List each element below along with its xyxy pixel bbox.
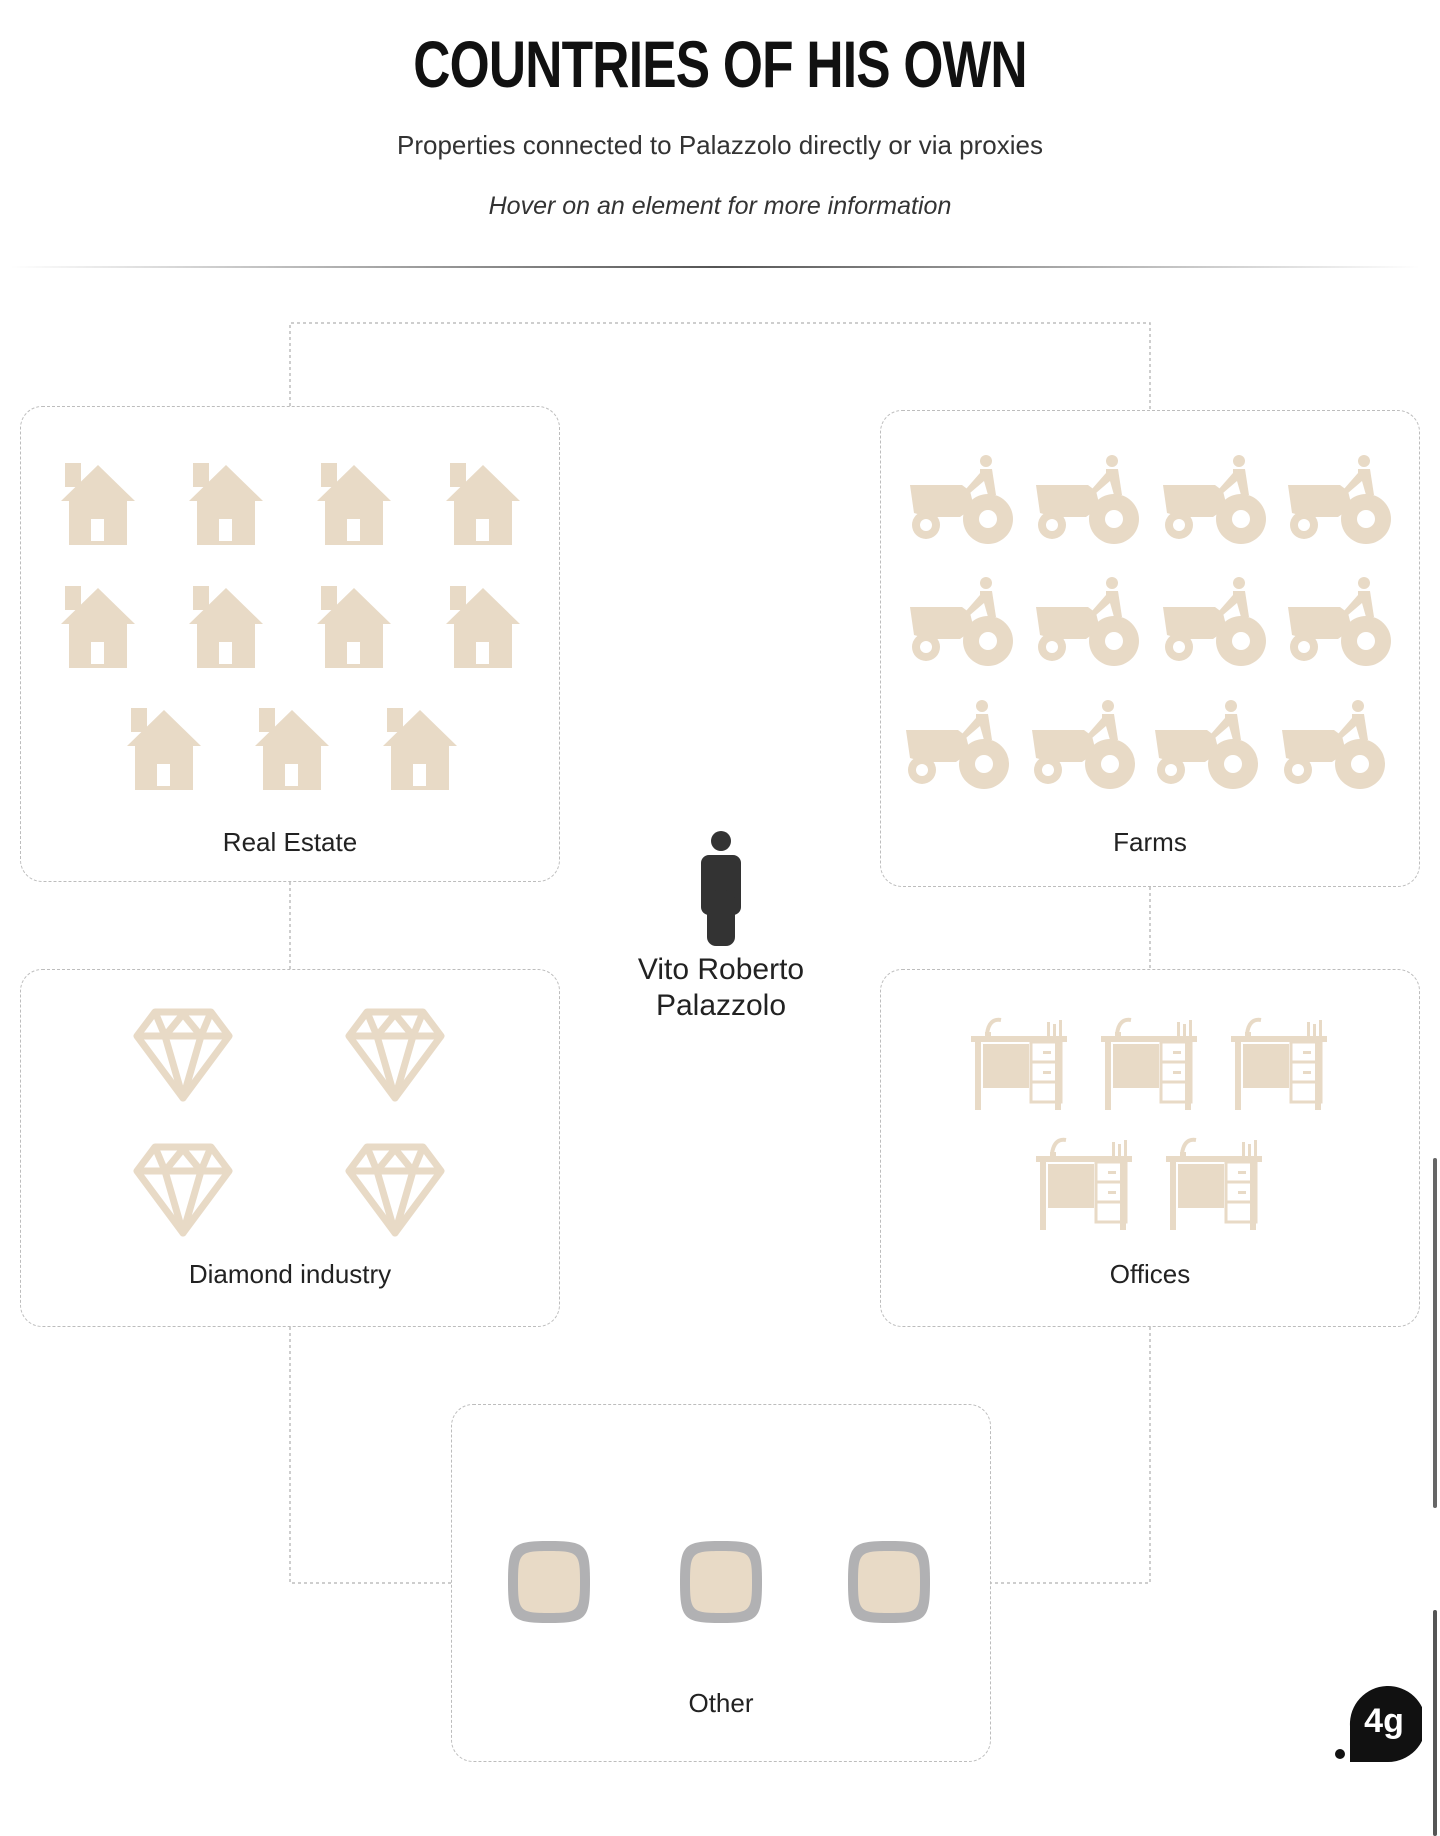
group-label-farms: Farms	[1113, 827, 1187, 857]
group-real-estate: Real Estate	[20, 406, 560, 882]
group-label-diamond-industry: Diamond industry	[188, 1259, 392, 1289]
tractor-icon[interactable]	[903, 573, 1015, 669]
tractor-icon[interactable]	[1281, 451, 1393, 547]
scrollbar-thumb-secondary[interactable]	[1433, 1610, 1437, 1836]
other-item-icon[interactable]	[676, 1537, 766, 1627]
house-icon[interactable]	[309, 578, 399, 668]
tractor-icon[interactable]	[1029, 451, 1141, 547]
tractor-icon[interactable]	[899, 696, 1011, 792]
tractor-icon[interactable]	[1025, 696, 1137, 792]
group-offices: Offices	[880, 969, 1420, 1327]
group-other: Other	[451, 1404, 991, 1762]
house-icon[interactable]	[119, 700, 209, 790]
tractor-icon[interactable]	[1029, 573, 1141, 669]
group-label-other: Other	[688, 1688, 754, 1718]
desk-icon[interactable]	[969, 1014, 1069, 1110]
house-icon[interactable]	[438, 578, 528, 668]
tractor-icon[interactable]	[1275, 696, 1387, 792]
tractor-icon[interactable]	[1281, 573, 1393, 669]
diamond-icon[interactable]	[133, 1006, 233, 1102]
group-farms: Farms	[880, 410, 1420, 887]
diamond-icon[interactable]	[345, 1141, 445, 1237]
house-icon[interactable]	[181, 455, 271, 545]
hover-hint: Hover on an element for more information	[488, 192, 952, 220]
person-name-line1: Vito Roberto	[637, 953, 805, 986]
house-icon[interactable]	[247, 700, 337, 790]
house-icon[interactable]	[375, 700, 465, 790]
logo-text: 4g	[1364, 1702, 1404, 1740]
house-icon[interactable]	[53, 578, 143, 668]
tractor-icon[interactable]	[1156, 573, 1268, 669]
page-title: COUNTRIES OF HIS OWN	[413, 27, 1027, 101]
house-icon[interactable]	[438, 455, 528, 545]
other-item-icon[interactable]	[844, 1537, 934, 1627]
desk-icon[interactable]	[1229, 1014, 1329, 1110]
tractor-icon[interactable]	[1156, 451, 1268, 547]
other-item-icon[interactable]	[504, 1537, 594, 1627]
house-icon[interactable]	[53, 455, 143, 545]
desk-icon[interactable]	[1164, 1134, 1264, 1230]
logo-4g-icon: 4g	[1332, 1686, 1426, 1764]
tractor-icon[interactable]	[903, 451, 1015, 547]
scrollbar-thumb[interactable]	[1433, 1158, 1437, 1508]
person-name-line2: Palazzolo	[655, 989, 787, 1022]
diamond-icon[interactable]	[345, 1006, 445, 1102]
header-divider	[10, 266, 1420, 268]
desk-icon[interactable]	[1034, 1134, 1134, 1230]
house-icon[interactable]	[181, 578, 271, 668]
page-subtitle: Properties connected to Palazzolo direct…	[397, 130, 1043, 160]
desk-icon[interactable]	[1099, 1014, 1199, 1110]
house-icon[interactable]	[309, 455, 399, 545]
group-label-offices: Offices	[1109, 1259, 1191, 1289]
person-name: Vito Roberto Palazzolo	[600, 952, 842, 1024]
group-label-real-estate: Real Estate	[222, 827, 358, 857]
group-diamond-industry: Diamond industry	[20, 969, 560, 1327]
diamond-icon[interactable]	[133, 1141, 233, 1237]
tractor-icon[interactable]	[1148, 696, 1260, 792]
person-icon[interactable]	[700, 830, 742, 946]
